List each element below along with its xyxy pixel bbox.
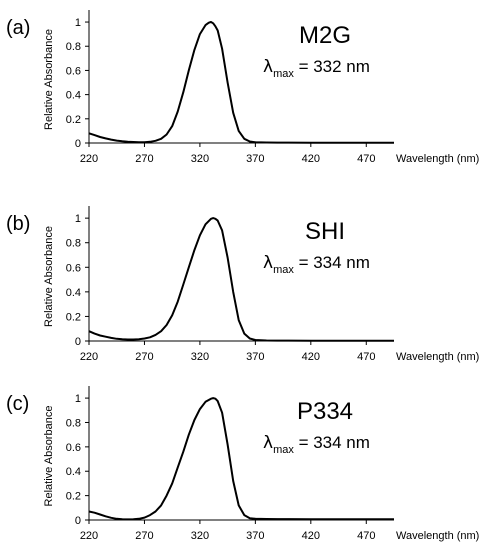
- spectrum-line: [88, 397, 394, 521]
- lambda-value: = 334 nm: [294, 433, 370, 452]
- x-tick-label: 470: [357, 530, 375, 542]
- x-axis-title: Wavelength (nm): [396, 530, 479, 542]
- chart-a: 0 0.2 0.4 0.6 0.8 1 220 270 320 370 420 470 Waveleng…: [6, 10, 479, 165]
- lambda-subscript: max: [273, 68, 294, 80]
- x-tick-label: 420: [302, 530, 320, 542]
- x-tick-label: 270: [135, 153, 153, 165]
- y-tick-label: 0: [75, 515, 81, 527]
- lambda-max-annotation: λmax = 332 nm: [263, 57, 370, 80]
- y-tick-label: 1: [75, 17, 81, 29]
- y-tick-label: 0.4: [66, 287, 81, 299]
- y-tick-label: 0.6: [66, 442, 81, 454]
- y-tick-label: 1: [75, 393, 81, 405]
- lambda-subscript: max: [273, 264, 294, 276]
- x-tick-label: 320: [191, 530, 209, 542]
- y-tick-label: 0: [75, 138, 81, 150]
- panel-c: 0 0.2 0.4 0.6 0.8 1 220 270 320 370 420 470 Waveleng…: [0, 375, 502, 545]
- compound-name: P334: [297, 398, 353, 425]
- x-tick-label: 420: [302, 153, 320, 165]
- y-axis-title: Relative Absorbance: [43, 226, 55, 327]
- chart-c: 0 0.2 0.4 0.6 0.8 1 220 270 320 370 420 470 Waveleng…: [6, 386, 479, 542]
- chart-b: 0 0.2 0.4 0.6 0.8 1 220 270 320 370 420 470 Waveleng…: [6, 206, 479, 363]
- x-tick-label: 220: [80, 530, 98, 542]
- x-tick-label: 220: [80, 351, 98, 363]
- x-tick-label: 370: [246, 351, 264, 363]
- y-tick-label: 0: [75, 336, 81, 348]
- y-tick-label: 0.6: [66, 262, 81, 274]
- lambda-symbol: λ: [263, 57, 273, 77]
- x-axis-title: Wavelength (nm): [396, 351, 479, 363]
- x-tick-label: 370: [246, 153, 264, 165]
- y-tick-label: 1: [75, 213, 81, 225]
- y-tick-label: 0.8: [66, 41, 81, 53]
- x-tick-label: 370: [246, 530, 264, 542]
- x-axis-title: Wavelength (nm): [396, 153, 479, 165]
- compound-name: SHI: [305, 218, 345, 245]
- y-axis-title: Relative Absorbance: [43, 29, 55, 130]
- x-tick-label: 270: [135, 530, 153, 542]
- lambda-value: = 332 nm: [294, 57, 370, 76]
- x-tick-label: 420: [302, 351, 320, 363]
- x-tick-label: 270: [135, 351, 153, 363]
- y-tick-label: 0.2: [66, 491, 81, 503]
- spectrum-line: [88, 217, 394, 342]
- lambda-max-annotation: λmax = 334 nm: [263, 433, 370, 456]
- compound-name: M2G: [299, 22, 351, 49]
- y-axis-title: Relative Absorbance: [43, 406, 55, 507]
- spectrum-line: [88, 21, 394, 144]
- x-tick-label: 470: [357, 153, 375, 165]
- panel-b: 0 0.2 0.4 0.6 0.8 1 220 270 320 370 420 470 Waveleng…: [0, 190, 502, 363]
- x-tick-label: 320: [191, 351, 209, 363]
- panel-label: (a): [6, 17, 30, 39]
- y-tick-label: 0.6: [66, 65, 81, 77]
- lambda-subscript: max: [273, 444, 294, 456]
- lambda-symbol: λ: [263, 433, 273, 453]
- x-tick-label: 470: [357, 351, 375, 363]
- y-tick-label: 0.2: [66, 114, 81, 126]
- y-tick-label: 0.2: [66, 311, 81, 323]
- x-tick-label: 220: [80, 153, 98, 165]
- panel-a: 0 0.2 0.4 0.6 0.8 1 220 270 320 370 420 470 Waveleng…: [0, 0, 502, 170]
- panel-label: (c): [6, 393, 29, 415]
- panel-label: (b): [6, 213, 30, 235]
- y-tick-label: 0.8: [66, 238, 81, 250]
- lambda-symbol: λ: [263, 253, 273, 273]
- lambda-value: = 334 nm: [294, 253, 370, 272]
- y-tick-label: 0.8: [66, 417, 81, 429]
- x-tick-label: 320: [191, 153, 209, 165]
- y-tick-label: 0.4: [66, 90, 81, 102]
- y-tick-label: 0.4: [66, 466, 81, 478]
- lambda-max-annotation: λmax = 334 nm: [263, 253, 370, 276]
